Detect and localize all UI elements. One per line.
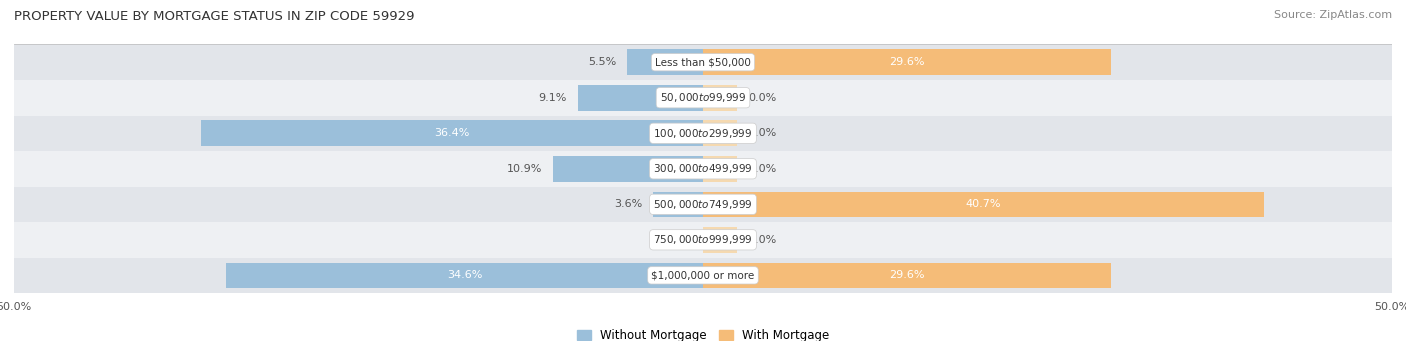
- Text: Less than $50,000: Less than $50,000: [655, 57, 751, 67]
- Bar: [703, 263, 1111, 288]
- Bar: [14, 80, 1392, 116]
- Bar: [14, 116, 1392, 151]
- Bar: [226, 263, 703, 288]
- Bar: [14, 257, 1392, 293]
- Text: 36.4%: 36.4%: [434, 128, 470, 138]
- Bar: [654, 192, 703, 217]
- Text: 0.0%: 0.0%: [748, 128, 776, 138]
- Text: $300,000 to $499,999: $300,000 to $499,999: [654, 162, 752, 175]
- Text: $500,000 to $749,999: $500,000 to $749,999: [654, 198, 752, 211]
- Text: 0.0%: 0.0%: [664, 235, 692, 245]
- Text: 5.5%: 5.5%: [588, 57, 616, 67]
- Bar: [14, 187, 1392, 222]
- Bar: [703, 227, 738, 253]
- Text: 9.1%: 9.1%: [538, 93, 567, 103]
- Bar: [14, 44, 1392, 80]
- Text: $1,000,000 or more: $1,000,000 or more: [651, 270, 755, 280]
- Text: 29.6%: 29.6%: [889, 270, 925, 280]
- Text: PROPERTY VALUE BY MORTGAGE STATUS IN ZIP CODE 59929: PROPERTY VALUE BY MORTGAGE STATUS IN ZIP…: [14, 10, 415, 23]
- Text: 29.6%: 29.6%: [889, 57, 925, 67]
- Bar: [703, 49, 1111, 75]
- Bar: [578, 85, 703, 110]
- Text: 10.9%: 10.9%: [506, 164, 541, 174]
- Legend: Without Mortgage, With Mortgage: Without Mortgage, With Mortgage: [572, 325, 834, 341]
- Text: $50,000 to $99,999: $50,000 to $99,999: [659, 91, 747, 104]
- Bar: [703, 120, 738, 146]
- Text: 40.7%: 40.7%: [966, 199, 1001, 209]
- Bar: [703, 156, 738, 181]
- Bar: [703, 192, 1264, 217]
- Text: $750,000 to $999,999: $750,000 to $999,999: [654, 233, 752, 246]
- Text: Source: ZipAtlas.com: Source: ZipAtlas.com: [1274, 10, 1392, 20]
- Bar: [627, 49, 703, 75]
- Text: 0.0%: 0.0%: [748, 164, 776, 174]
- Text: 34.6%: 34.6%: [447, 270, 482, 280]
- Text: 0.0%: 0.0%: [748, 93, 776, 103]
- Bar: [553, 156, 703, 181]
- Bar: [14, 222, 1392, 257]
- Text: 0.0%: 0.0%: [748, 235, 776, 245]
- Text: $100,000 to $299,999: $100,000 to $299,999: [654, 127, 752, 140]
- Text: 3.6%: 3.6%: [614, 199, 643, 209]
- Bar: [201, 120, 703, 146]
- Bar: [703, 85, 738, 110]
- Bar: [14, 151, 1392, 187]
